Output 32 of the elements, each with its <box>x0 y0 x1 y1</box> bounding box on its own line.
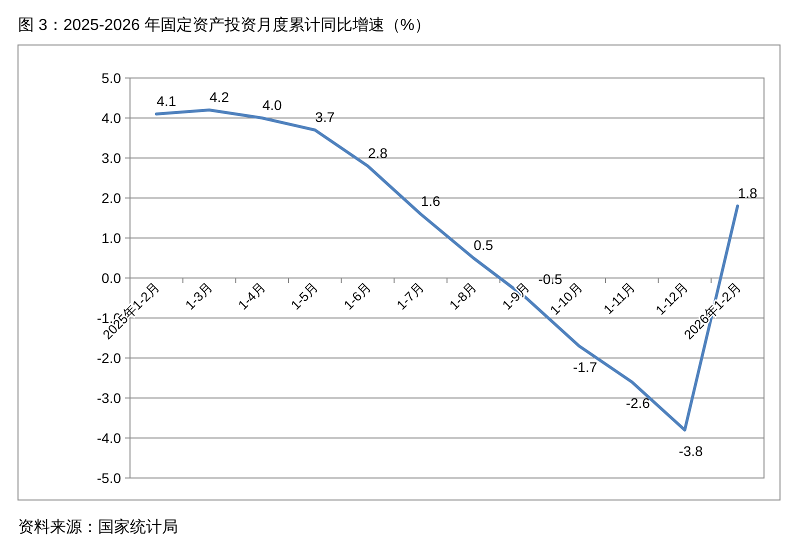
y-tick-label: 3.0 <box>102 150 122 166</box>
y-tick-label: 0.0 <box>102 270 122 286</box>
y-tick-label: 2.0 <box>102 190 122 206</box>
data-label: 1.6 <box>420 193 441 209</box>
x-tick-label: 1-5月 <box>288 280 322 313</box>
y-tick-label: 1.0 <box>102 230 122 246</box>
x-tick-label: 1-7月 <box>394 280 427 313</box>
data-label: -1.7 <box>573 359 598 375</box>
y-tick-label: -2.0 <box>96 350 122 366</box>
y-tick-label: 4.0 <box>102 110 122 126</box>
data-label: 0.5 <box>474 237 494 253</box>
y-tick-label: -5.0 <box>96 470 122 486</box>
y-tick-label: -3.0 <box>96 390 122 406</box>
y-tick-label: 5.0 <box>102 70 122 86</box>
data-label: 4.1 <box>156 93 176 109</box>
data-label: 1.8 <box>738 185 758 201</box>
data-label: -3.8 <box>678 443 704 459</box>
text: 资料来源：国家统计局 <box>18 518 178 536</box>
chart-title: 图 3：2025-2026 年固定资产投资月度累计同比增速（%） <box>18 16 431 34</box>
x-tick-label: 1-9月 <box>499 280 532 313</box>
data-label: 3.7 <box>315 109 335 125</box>
y-tick-label: -4.0 <box>96 430 122 446</box>
data-label: 4.0 <box>262 97 282 113</box>
data-label: 2.8 <box>368 145 388 161</box>
data-label: -0.5 <box>538 271 563 287</box>
x-tick-label: 1-6月 <box>340 280 374 313</box>
data-label: 4.2 <box>210 89 230 105</box>
x-tick-label: 1-4月 <box>235 280 268 313</box>
x-tick-label: 1-11月 <box>600 280 638 318</box>
x-tick-label: 1-3月 <box>182 280 216 313</box>
data-label: -2.6 <box>626 395 650 411</box>
x-tick-label: 1-8月 <box>446 280 480 313</box>
